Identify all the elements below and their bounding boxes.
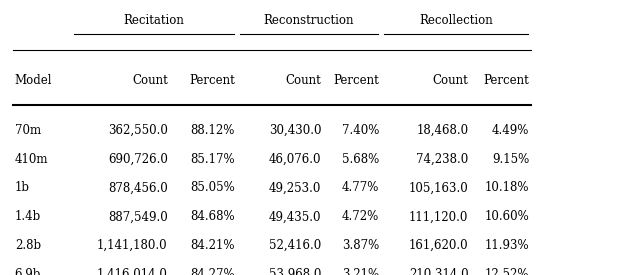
Text: 105,163.0: 105,163.0 [409,182,468,194]
Text: Count: Count [433,74,468,87]
Text: Percent: Percent [484,74,529,87]
Text: Count: Count [132,74,168,87]
Text: 84.27%: 84.27% [190,268,235,275]
Text: 52,416.0: 52,416.0 [269,239,321,252]
Text: 46,076.0: 46,076.0 [269,153,321,166]
Text: Percent: Percent [189,74,235,87]
Text: 2.8b: 2.8b [15,239,41,252]
Text: Percent: Percent [333,74,379,87]
Text: 887,549.0: 887,549.0 [108,210,168,223]
Text: 1,416,014.0: 1,416,014.0 [97,268,168,275]
Text: Reconstruction: Reconstruction [264,14,354,27]
Text: 85.05%: 85.05% [190,182,235,194]
Text: 4.49%: 4.49% [492,124,529,137]
Text: 18,468.0: 18,468.0 [417,124,468,137]
Text: 161,620.0: 161,620.0 [409,239,468,252]
Text: 7.40%: 7.40% [342,124,379,137]
Text: 74,238.0: 74,238.0 [416,153,468,166]
Text: 49,435.0: 49,435.0 [269,210,321,223]
Text: 1.4b: 1.4b [15,210,41,223]
Text: Count: Count [285,74,321,87]
Text: 210,314.0: 210,314.0 [409,268,468,275]
Text: 3.21%: 3.21% [342,268,379,275]
Text: 362,550.0: 362,550.0 [108,124,168,137]
Text: 70m: 70m [15,124,41,137]
Text: Recitation: Recitation [123,14,184,27]
Text: 111,120.0: 111,120.0 [409,210,468,223]
Text: 10.18%: 10.18% [484,182,529,194]
Text: 1,141,180.0: 1,141,180.0 [97,239,168,252]
Text: 5.68%: 5.68% [342,153,379,166]
Text: 4.77%: 4.77% [342,182,379,194]
Text: 690,726.0: 690,726.0 [108,153,168,166]
Text: 410m: 410m [15,153,48,166]
Text: 11.93%: 11.93% [484,239,529,252]
Text: 30,430.0: 30,430.0 [269,124,321,137]
Text: 4.72%: 4.72% [342,210,379,223]
Text: 9.15%: 9.15% [492,153,529,166]
Text: 88.12%: 88.12% [191,124,235,137]
Text: Model: Model [15,74,52,87]
Text: 85.17%: 85.17% [190,153,235,166]
Text: 1b: 1b [15,182,29,194]
Text: 3.87%: 3.87% [342,239,379,252]
Text: 12.52%: 12.52% [484,268,529,275]
Text: 53,968.0: 53,968.0 [269,268,321,275]
Text: Recollection: Recollection [419,14,493,27]
Text: 878,456.0: 878,456.0 [108,182,168,194]
Text: 49,253.0: 49,253.0 [269,182,321,194]
Text: 84.68%: 84.68% [190,210,235,223]
Text: 10.60%: 10.60% [484,210,529,223]
Text: 84.21%: 84.21% [190,239,235,252]
Text: 6.9b: 6.9b [15,268,41,275]
